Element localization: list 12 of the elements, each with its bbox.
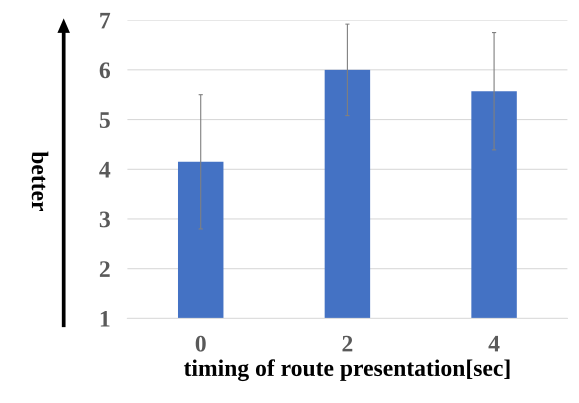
x-tick-label: 0	[196, 336, 206, 352]
y-tick-label: 2	[100, 261, 110, 277]
y-tick-label: 7	[100, 12, 110, 28]
y-tick-label: 1	[100, 310, 110, 327]
y-axis-title: better	[32, 152, 48, 211]
x-tick-label: 2	[342, 336, 352, 352]
y-tick-label: 4	[99, 162, 110, 178]
x-tick-label: 4	[488, 336, 500, 352]
y-tick-label: 5	[100, 112, 110, 128]
y-tick-label: 6	[100, 62, 110, 78]
x-axis-title: timing of route presentation[sec]	[184, 359, 510, 382]
y-tick-label: 3	[100, 212, 110, 228]
